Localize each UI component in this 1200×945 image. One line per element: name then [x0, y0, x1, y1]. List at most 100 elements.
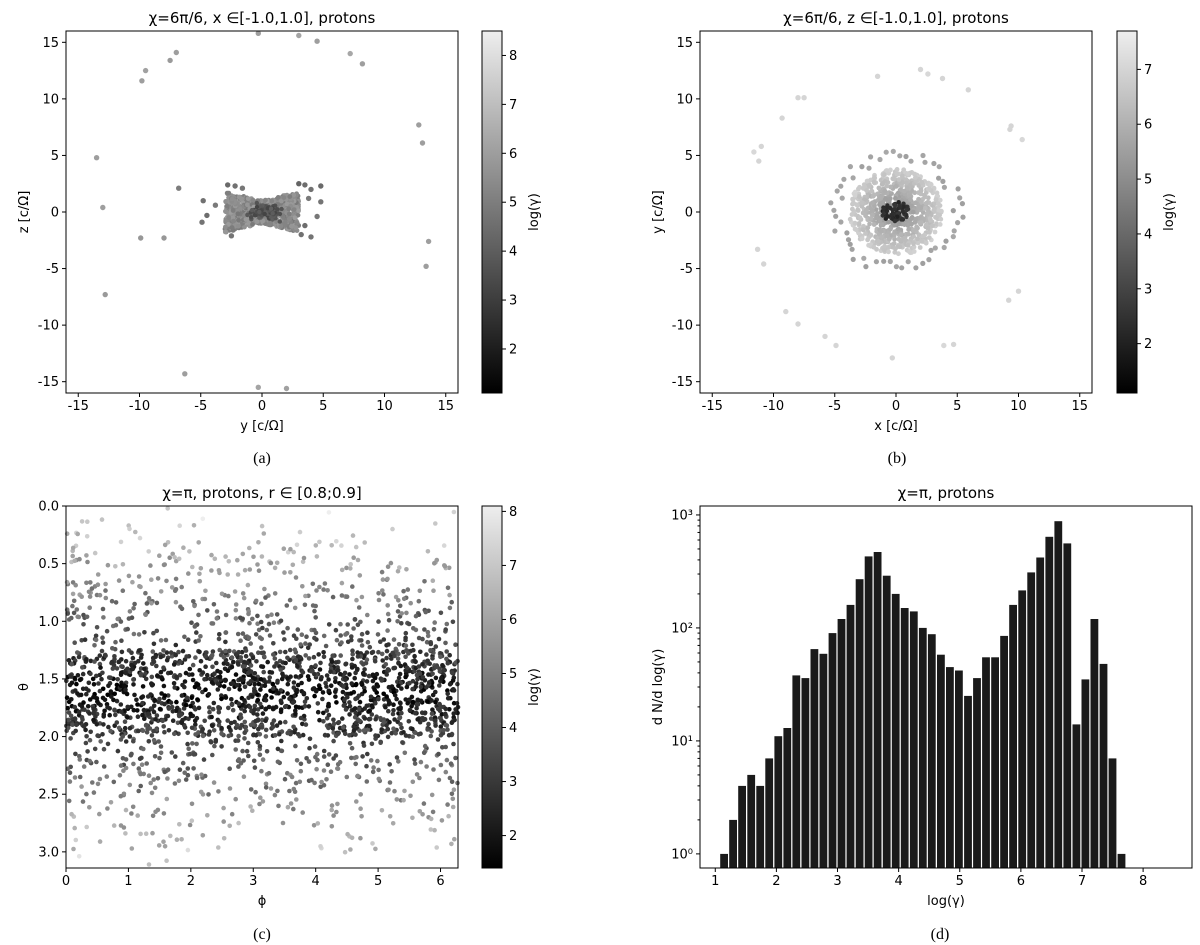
- data-point: [280, 820, 286, 826]
- data-point: [369, 712, 375, 717]
- data-point: [318, 660, 323, 666]
- data-point: [965, 87, 971, 93]
- ring-point: [941, 244, 947, 251]
- data-point: [293, 708, 298, 713]
- data-point: [162, 542, 168, 548]
- data-point: [396, 651, 401, 657]
- data-point: [370, 769, 376, 775]
- data-point: [430, 656, 435, 661]
- data-point: [423, 263, 429, 269]
- data-point: [242, 730, 247, 735]
- data-point: [357, 728, 362, 733]
- data-point: [361, 672, 366, 677]
- data-point: [197, 649, 202, 655]
- histogram-bar: [846, 604, 855, 868]
- data-point: [127, 782, 133, 788]
- data-point: [131, 707, 137, 713]
- cluster-point: [242, 224, 247, 230]
- data-point: [73, 582, 78, 588]
- data-point: [113, 639, 118, 645]
- data-point: [113, 622, 119, 628]
- disk-point: [853, 227, 859, 233]
- data-point: [146, 711, 151, 717]
- ring-point: [926, 257, 932, 263]
- data-point: [152, 754, 158, 759]
- data-point: [288, 570, 293, 575]
- data-point: [364, 679, 370, 684]
- data-point: [166, 706, 172, 711]
- data-point: [397, 671, 403, 677]
- data-point: [198, 634, 203, 639]
- disk-point: [937, 212, 942, 218]
- disk-point: [880, 180, 886, 186]
- data-point: [285, 655, 290, 661]
- data-point: [328, 683, 334, 688]
- data-point: [441, 728, 446, 733]
- data-point: [429, 792, 435, 798]
- data-point: [370, 705, 375, 710]
- data-point: [162, 693, 168, 698]
- data-point: [271, 718, 277, 723]
- data-point: [282, 570, 287, 575]
- data-point: [425, 658, 431, 664]
- colorbar-tick-label: 5: [1144, 173, 1152, 188]
- data-point: [448, 761, 454, 766]
- data-point: [151, 659, 157, 665]
- data-point: [179, 584, 184, 590]
- data-point: [453, 755, 458, 761]
- data-point: [132, 601, 137, 607]
- data-point: [161, 811, 167, 816]
- data-point: [263, 785, 269, 790]
- data-point: [122, 725, 128, 731]
- core-point: [248, 215, 254, 220]
- data-point: [209, 714, 214, 720]
- data-point: [435, 737, 441, 742]
- data-point: [74, 681, 79, 687]
- data-point: [151, 703, 157, 708]
- data-point: [446, 813, 451, 819]
- data-point: [157, 706, 163, 712]
- data-point: [95, 582, 101, 587]
- data-point: [274, 612, 280, 617]
- data-point: [410, 726, 415, 732]
- data-point: [353, 544, 359, 550]
- data-point: [243, 724, 249, 730]
- data-point: [109, 659, 115, 665]
- data-point: [422, 627, 427, 632]
- data-point: [253, 718, 258, 724]
- data-point: [257, 732, 263, 737]
- data-point: [87, 605, 92, 610]
- data-point: [164, 650, 170, 655]
- data-point: [242, 668, 247, 674]
- data-point: [111, 697, 116, 703]
- data-point: [94, 673, 99, 679]
- data-point: [393, 731, 399, 736]
- data-point: [368, 758, 374, 763]
- data-point: [120, 588, 126, 593]
- core-point: [245, 212, 250, 218]
- x-tick-label: 6: [436, 874, 444, 889]
- data-point: [333, 679, 338, 685]
- ring-point: [905, 259, 911, 265]
- data-point: [271, 620, 277, 625]
- data-point: [235, 738, 241, 743]
- data-point: [385, 726, 391, 732]
- data-point: [431, 767, 436, 772]
- core-point: [277, 219, 282, 224]
- data-point: [249, 652, 254, 657]
- data-point: [312, 627, 317, 633]
- data-point: [73, 751, 78, 757]
- data-point: [321, 710, 326, 716]
- y-tick-label: 0.5: [38, 557, 59, 572]
- data-point: [108, 800, 114, 805]
- data-point: [294, 797, 299, 802]
- data-point: [136, 728, 141, 734]
- data-point: [372, 696, 378, 702]
- data-point: [173, 49, 179, 56]
- disk-point: [894, 171, 900, 177]
- data-point: [394, 755, 400, 760]
- data-point: [165, 506, 170, 511]
- data-point: [405, 587, 411, 592]
- data-point: [366, 673, 372, 679]
- data-point: [163, 637, 169, 643]
